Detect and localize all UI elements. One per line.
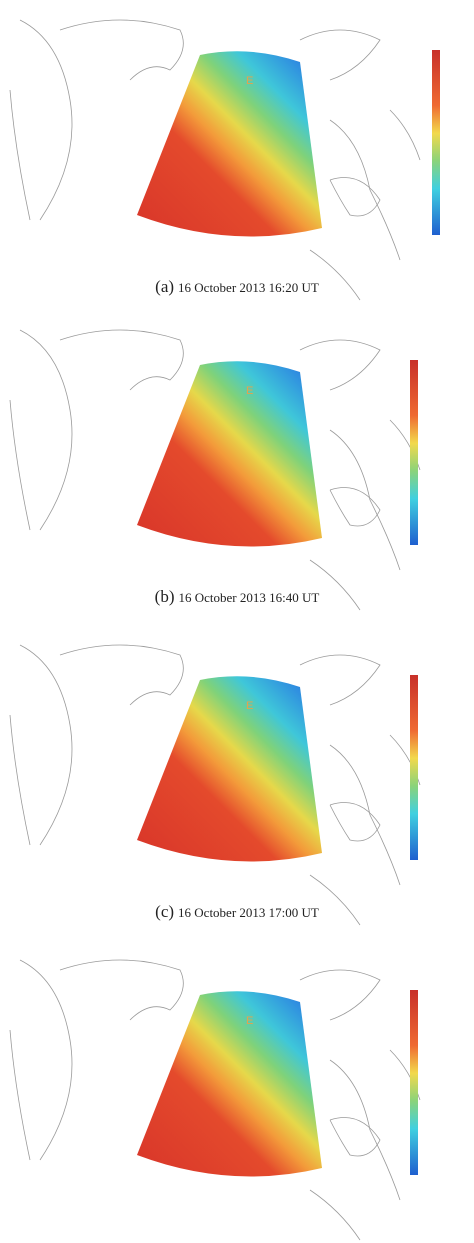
caption-text: 16 October 2013 16:40 UT [179,590,320,605]
coastline [309,559,361,611]
coastline [299,339,381,391]
coastline [309,1189,361,1241]
coastline [389,419,421,471]
coastline [389,109,421,161]
coastline [309,249,361,301]
coastline [329,802,381,842]
coastline [9,1029,31,1161]
coastline [329,744,401,886]
coastline [389,1049,421,1101]
coastline [329,429,401,571]
colorbar [410,675,418,860]
coastline [299,29,381,81]
coastline [329,1117,381,1157]
caption-text: 16 October 2013 16:20 UT [178,280,319,295]
caption: (b) 16 October 2013 16:40 UT [155,587,320,606]
field-map [137,991,322,1177]
coastline [19,329,73,531]
coastline [59,329,184,391]
colorbar [410,990,418,1175]
panel: E (c) 16 October 2013 17:00 UT [9,644,421,926]
colorbar [410,360,418,545]
colorbar [432,50,440,235]
coastline [299,969,381,1021]
coastline [59,19,184,81]
coastline [9,399,31,531]
coastline [329,119,401,261]
coastline [389,734,421,786]
map-marker: E [246,1015,253,1027]
caption: (c) 16 October 2013 17:00 UT [155,902,319,921]
caption-label: (c) [155,902,174,921]
coastline [59,644,184,706]
coastline [19,959,73,1161]
coastline [59,959,184,1021]
caption-text: 16 October 2013 17:00 UT [178,905,319,920]
coastline [19,19,73,221]
coastline [9,89,31,221]
caption: (a) 16 October 2013 16:20 UT [155,277,319,296]
field-map [137,51,322,237]
coastline [9,714,31,846]
coastline [329,1059,401,1201]
panel: E (b) 16 October 2013 16:40 UT [9,329,421,611]
field-map [137,361,322,547]
coastline [329,487,381,527]
map-marker: E [246,75,253,87]
caption-label: (a) [155,277,174,296]
field-map [137,676,322,862]
map-marker: E [246,385,253,397]
coastline [329,177,381,217]
caption-label: (b) [155,587,175,606]
coastline [19,644,73,846]
coastline [309,874,361,926]
panel: E (a) 16 October 2013 16:20 UT [9,19,440,301]
map-marker: E [246,700,253,712]
panel: E [9,959,421,1241]
coastline [299,654,381,706]
